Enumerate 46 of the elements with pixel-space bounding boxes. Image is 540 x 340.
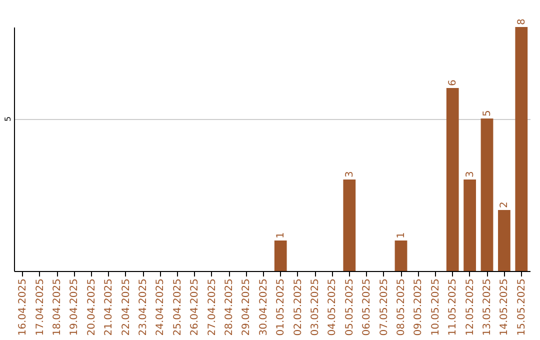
x-tick-label: 16.04.2025 (18, 278, 29, 336)
bar (515, 27, 528, 271)
x-tick-label: 18.04.2025 (52, 278, 63, 336)
x-tick-label: 23.04.2025 (138, 278, 149, 336)
x-tick-label: 14.05.2025 (499, 278, 510, 336)
bar (464, 180, 476, 271)
x-tick-label: 08.05.2025 (396, 278, 407, 336)
x-tick-label: 12.05.2025 (464, 278, 476, 336)
bar (498, 210, 510, 271)
data-label: 1 (396, 232, 407, 238)
x-tick-label: 01.05.2025 (276, 278, 287, 336)
x-tick-label: 11.05.2025 (448, 278, 459, 336)
bar (480, 118, 494, 271)
x-tick-label: 26.04.2025 (190, 278, 201, 336)
x-tick-label: 04.05.2025 (327, 278, 338, 336)
x-tick-label: 21.04.2025 (104, 278, 115, 336)
data-label: 1 (276, 232, 287, 238)
x-tick-label: 03.05.2025 (310, 278, 321, 336)
data-label: 3 (464, 171, 476, 178)
data-label: 3 (344, 171, 356, 178)
data-label: 2 (499, 202, 510, 208)
x-tick-label: 27.04.2025 (206, 278, 218, 336)
x-tick-label: 06.05.2025 (362, 278, 373, 336)
x-tick-label: 07.05.2025 (378, 278, 390, 336)
x-tick-label: 09.05.2025 (413, 278, 424, 336)
x-tick-label: 10.05.2025 (430, 278, 442, 336)
x-tick-label: 20.04.2025 (86, 278, 98, 336)
bar (274, 240, 287, 271)
data-label: 5 (482, 110, 493, 116)
x-tick-label: 05.05.2025 (344, 278, 356, 336)
bar (343, 180, 356, 271)
x-tick-label: 22.04.2025 (120, 278, 132, 336)
data-label: 6 (448, 80, 459, 86)
x-tick-label: 02.05.2025 (292, 278, 304, 336)
bar (394, 240, 408, 271)
x-tick-label: 24.04.2025 (155, 278, 166, 336)
x-tick-label: 19.04.2025 (69, 278, 80, 336)
x-tick-label: 29.04.2025 (241, 278, 252, 336)
x-tick-label: 13.05.2025 (482, 278, 493, 336)
x-tick-label: 28.04.2025 (224, 278, 235, 336)
x-tick-label: 30.04.2025 (258, 278, 270, 336)
data-label: 8 (516, 18, 528, 25)
bar (446, 88, 459, 271)
x-tick-label: 17.04.2025 (34, 278, 46, 336)
x-tick-label: 15.05.2025 (516, 278, 528, 336)
x-tick-label: 25.04.2025 (172, 278, 184, 336)
